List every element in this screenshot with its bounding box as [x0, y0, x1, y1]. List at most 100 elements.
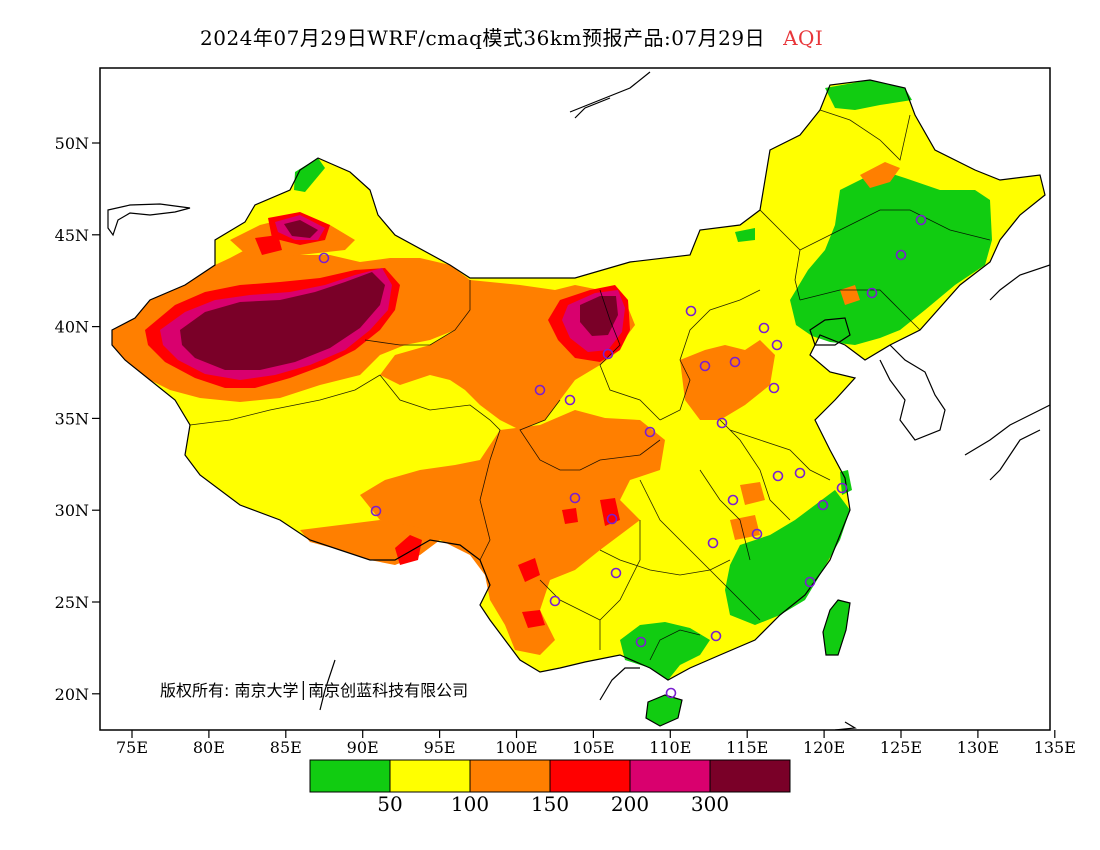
- bohai-coast: [809, 317, 851, 346]
- station-marker: [716, 417, 728, 429]
- aqi-zone-maroon-dzungar: [284, 220, 318, 238]
- x-tick-label-80E: 80E: [193, 738, 225, 757]
- aqi-zone-green-south: [620, 622, 710, 680]
- china-outline: [111, 79, 1046, 681]
- hainan-outline: [645, 694, 683, 727]
- y-tick-label-40N: 40N: [55, 318, 89, 337]
- station-marker: [915, 214, 927, 226]
- station-marker: [644, 426, 656, 438]
- y-tick-label-30N: 30N: [55, 501, 89, 520]
- y-tick-label-50N: 50N: [55, 134, 89, 153]
- aqi-zone-orange-ne: [860, 162, 900, 188]
- aqi-zone-orange-mid1: [740, 482, 765, 505]
- station-marker: [794, 467, 806, 479]
- copyright-text: 版权所有: 南京大学│南京创蓝科技有限公司: [160, 680, 468, 700]
- station-marker: [710, 630, 722, 642]
- title-metric: AQI: [783, 26, 824, 50]
- station-marker: [564, 394, 576, 406]
- station-marker: [866, 287, 878, 299]
- aqi-zone-green-northeast: [790, 170, 992, 345]
- japan-coast: [964, 264, 1050, 481]
- aqi-zone-green-southeast: [725, 490, 850, 625]
- x-tick-label-135E: 135E: [1034, 738, 1076, 757]
- kazakh-coast: [107, 203, 191, 237]
- legend-swatch-3: [469, 759, 551, 793]
- x-tick-label-85E: 85E: [270, 738, 302, 757]
- x-tick-label-115E: 115E: [726, 738, 768, 757]
- aqi-zone-maroon-alxa: [580, 296, 618, 336]
- aqi-zone-hainan: [646, 695, 682, 726]
- legend-label-50: 50: [377, 792, 403, 816]
- taiwan-outline: [822, 599, 851, 656]
- x-tick-label-90E: 90E: [347, 738, 379, 757]
- station-marker: [602, 348, 614, 360]
- aqi-zone-red-tibet: [395, 535, 422, 565]
- station-marker: [729, 356, 741, 368]
- x-axis: 75E 80E 85E 90E 95E 100E 105E 110E 115E 120E 125E 1…: [116, 730, 1076, 757]
- station-marker: [707, 537, 719, 549]
- station-marker: [606, 513, 618, 525]
- station-marker: [836, 482, 848, 494]
- map-title: 2024年07月29日WRF/cmaq模式36km预报产品:07月29日 AQI: [200, 22, 823, 51]
- station-marker: [534, 384, 546, 396]
- y-tick-label-25N: 25N: [55, 593, 89, 612]
- aqi-zone-green-ne2: [735, 228, 755, 242]
- x-tick-label-105E: 105E: [572, 738, 614, 757]
- legend-label-300: 300: [690, 792, 730, 816]
- station-marker: [772, 470, 784, 482]
- aqi-zone-orange-hebei: [680, 340, 775, 420]
- station-marker: [895, 249, 907, 261]
- province-boundaries: [189, 109, 991, 661]
- aqi-zone-green-northtip: [825, 80, 912, 110]
- station-marker: [771, 339, 783, 351]
- map-boundaries: [107, 71, 1050, 730]
- legend-swatch-1: [309, 759, 391, 793]
- station-marker: [727, 494, 739, 506]
- station-markers: [318, 214, 927, 699]
- legend-swatch-6: [709, 759, 791, 793]
- station-marker: [804, 576, 816, 588]
- station-marker: [751, 528, 763, 540]
- aqi-zone-maroon-tarim: [180, 272, 385, 370]
- aqi-zone-red-yunnan2: [522, 610, 545, 628]
- x-tick-label-100E: 100E: [495, 738, 537, 757]
- aqi-zone-green-xinjiang-n: [294, 158, 325, 192]
- legend-colorbar: [309, 759, 791, 793]
- x-tick-label-120E: 120E: [803, 738, 845, 757]
- x-tick-label-75E: 75E: [116, 738, 148, 757]
- station-marker: [635, 636, 647, 648]
- aqi-zone-taiwan: [823, 600, 850, 655]
- legend-label-100: 100: [450, 792, 490, 816]
- aqi-zone-red-chongqing: [600, 498, 620, 526]
- station-marker: [699, 360, 711, 372]
- x-tick-label-125E: 125E: [880, 738, 922, 757]
- legend-swatch-4: [549, 759, 631, 793]
- station-marker: [549, 595, 561, 607]
- aqi-zone-red-xj2: [255, 235, 282, 255]
- station-marker: [370, 505, 382, 517]
- station-marker: [758, 322, 770, 334]
- y-tick-label-35N: 35N: [55, 409, 89, 428]
- legend-swatch-5: [629, 759, 711, 793]
- legend-swatch-2: [389, 759, 471, 793]
- x-tick-label-130E: 130E: [957, 738, 999, 757]
- aqi-zone-red-yunnan: [518, 558, 540, 582]
- korea-coast: [879, 344, 946, 441]
- y-tick-label-20N: 20N: [55, 685, 89, 704]
- legend-label-200: 200: [610, 792, 650, 816]
- station-marker: [665, 687, 677, 699]
- x-tick-label-95E: 95E: [424, 738, 456, 757]
- aqi-zone-orange-sichuan: [360, 410, 665, 655]
- station-marker: [817, 499, 829, 511]
- aqi-zone-red-sc: [562, 508, 578, 524]
- station-marker: [569, 492, 581, 504]
- russia-coast: [569, 71, 651, 119]
- legend-label-150: 150: [530, 792, 570, 816]
- y-axis: 50N 45N 40N 35N 30N 25N 20N: [55, 134, 100, 704]
- station-marker: [318, 252, 330, 264]
- x-tick-label-110E: 110E: [649, 738, 691, 757]
- station-marker: [610, 567, 622, 579]
- station-marker: [685, 305, 697, 317]
- title-main: 2024年07月29日WRF/cmaq模式36km预报产品:07月29日: [200, 26, 766, 50]
